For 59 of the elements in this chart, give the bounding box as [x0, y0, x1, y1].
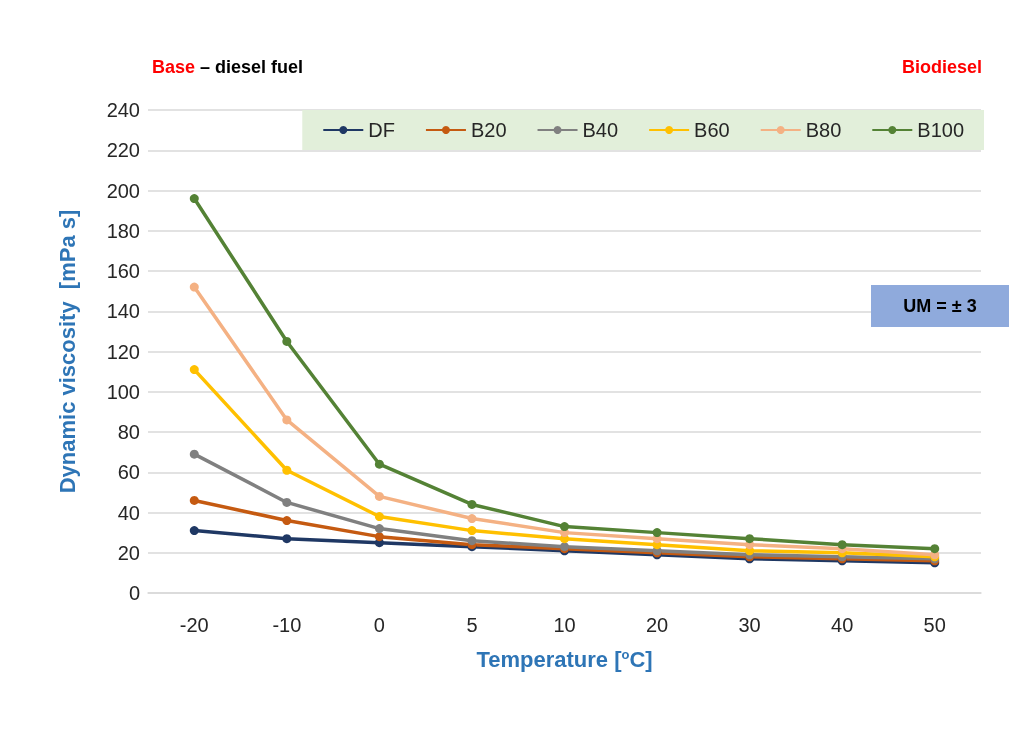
- x-tick-label: 40: [831, 614, 854, 636]
- x-tick-label: 10: [553, 614, 576, 636]
- point: [560, 522, 569, 532]
- y-tick-label: 20: [117, 541, 140, 564]
- x-tick-label: 5: [466, 614, 478, 636]
- x-tick-label: -10: [272, 614, 302, 636]
- y-tick-label: 100: [106, 380, 140, 403]
- point: [374, 459, 384, 469]
- point: [374, 532, 384, 542]
- legend-label: B100: [917, 119, 965, 141]
- y-tick-label: 120: [106, 340, 140, 363]
- legend-label: B20: [470, 119, 507, 141]
- x-tick-label: 20: [645, 614, 669, 636]
- y-tick-label: 160: [106, 260, 140, 282]
- annotation: UM = ± 3: [903, 295, 977, 317]
- y-tick-label: 40: [117, 501, 140, 524]
- point: [189, 365, 199, 375]
- legend-label: DF: [368, 119, 395, 141]
- point: [467, 536, 477, 546]
- point: [652, 528, 662, 538]
- point: [282, 415, 292, 425]
- legend-label: B80: [805, 119, 842, 141]
- point: [745, 534, 755, 544]
- point: [189, 495, 199, 505]
- text: Biodiesel: [901, 57, 983, 77]
- x-tick-label: -20: [179, 614, 209, 636]
- point: [189, 526, 199, 536]
- y-tick-label: 220: [106, 139, 140, 162]
- point: [374, 524, 384, 534]
- point: [467, 499, 477, 509]
- x-tick-label: 30: [738, 614, 761, 636]
- legend-label: B60: [694, 119, 730, 141]
- y-tick-label: 80: [117, 421, 140, 443]
- point: [282, 336, 292, 346]
- point: [930, 544, 940, 554]
- y-tick-label: 60: [117, 461, 140, 484]
- point: [282, 534, 292, 544]
- y-tick-label: 0: [128, 582, 140, 604]
- y-tick-label: 200: [106, 179, 140, 202]
- point: [374, 512, 384, 522]
- point: [189, 449, 199, 459]
- note-box: UM = ± 3: [871, 285, 1009, 327]
- point: [282, 465, 292, 475]
- point: [467, 514, 477, 524]
- y-tick-label: 180: [106, 219, 140, 242]
- point: [374, 491, 384, 501]
- point: [282, 497, 292, 507]
- point: [189, 282, 199, 292]
- x-tick-label: 50: [923, 614, 946, 636]
- legend-label: B40: [582, 119, 619, 141]
- point: [282, 516, 292, 526]
- x-tick-label: 0: [373, 614, 385, 636]
- y-tick-label: 240: [106, 99, 140, 121]
- y-axis-title: Dynamic viscosity [mPa s]: [54, 209, 80, 494]
- point: [189, 194, 199, 204]
- y-tick-label: 140: [106, 300, 140, 323]
- text: Base – diesel fuel: [152, 57, 304, 77]
- point: [467, 526, 477, 536]
- point: [837, 540, 847, 550]
